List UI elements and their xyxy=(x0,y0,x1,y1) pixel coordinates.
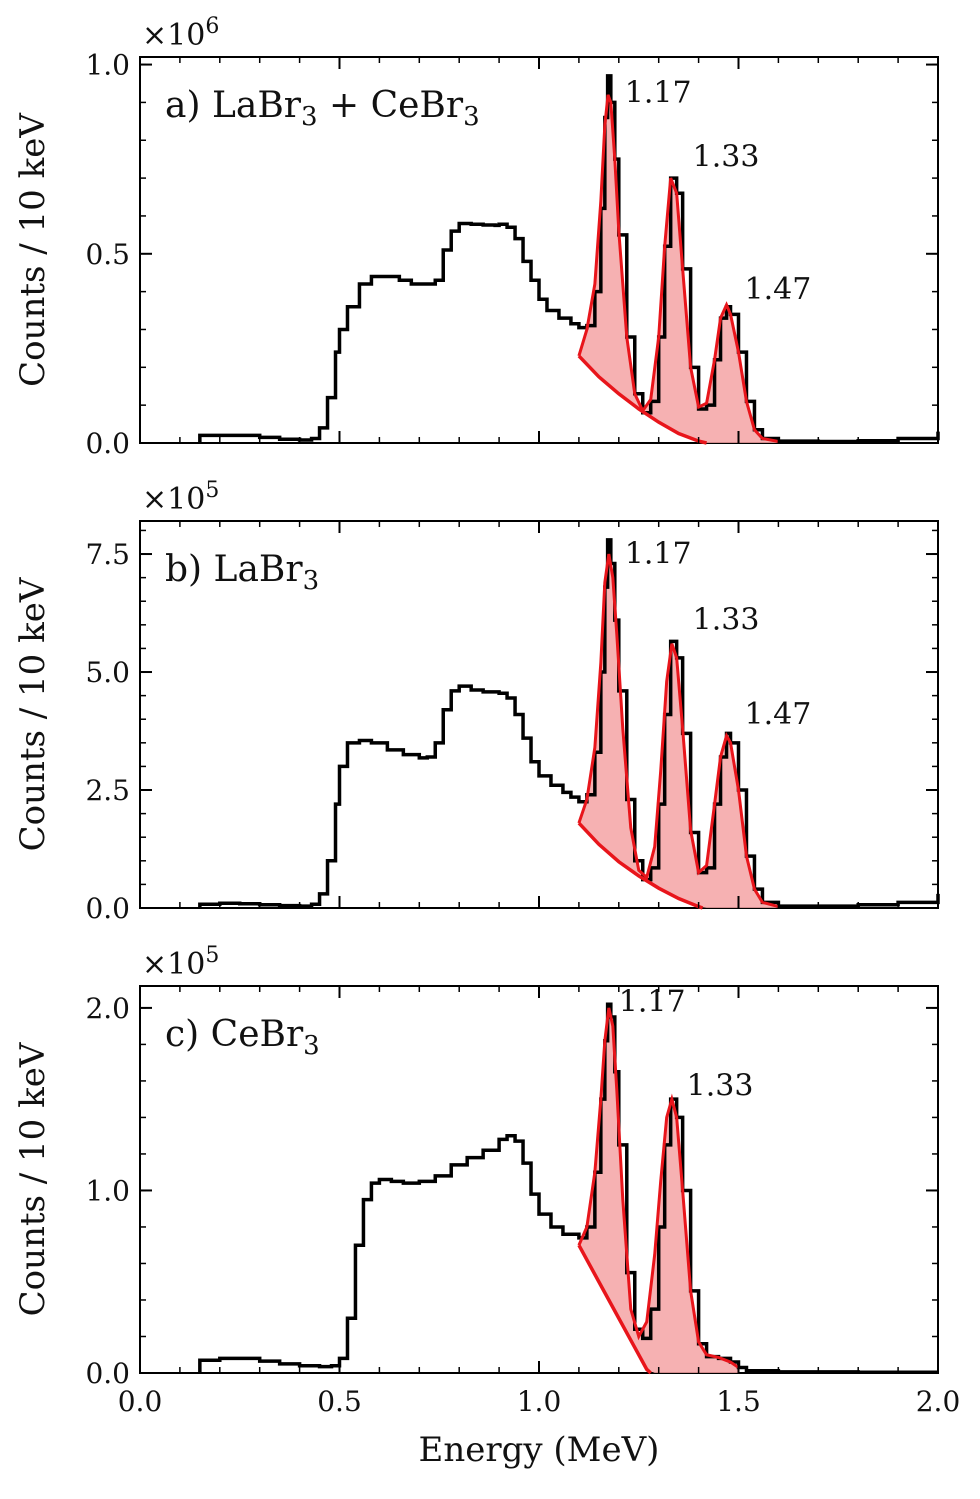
panel-a-ticks: 0.0 0.5 1.0 xyxy=(85,49,939,460)
panel-b-ytick-label: 7.5 xyxy=(85,538,130,571)
panel-b-plot-area: 1.171.33 1.47 xyxy=(198,536,940,910)
panel-b-label: b) LaBr3 xyxy=(165,549,319,596)
x-axis-title: Energy (MeV) xyxy=(419,1430,660,1470)
panel-a-ytick-label: 1.0 xyxy=(85,49,130,82)
panel-c-ticks: 0.0 1.0 2.0 0.0 0.5 1.0 1.5 2.0 xyxy=(85,986,960,1418)
panel-b-peak-label: 1.17 xyxy=(625,536,692,571)
x-tick-label: 0.0 xyxy=(118,1385,163,1418)
x-tick-label: 1.5 xyxy=(716,1385,761,1418)
panel-c-y-axis-title: Counts / 10 keV xyxy=(13,1041,53,1316)
panel-c-background-line xyxy=(577,1244,652,1375)
x-tick-label: 1.0 xyxy=(517,1385,562,1418)
panel-a-fit-line xyxy=(577,94,779,443)
panel-b: 1.171.331.47 0.02.55.07.5 b) LaBr3 ×105 … xyxy=(13,478,940,925)
panel-a-peak-label: 1.33 xyxy=(693,140,760,175)
panel-b-ytick-label: 5.0 xyxy=(85,656,130,689)
panel-a: 1.171.331.47 0.00.51.0 a) LaBr3 + CeBr3 … xyxy=(13,14,940,460)
panel-c-plot-area: 1.17 1.33 xyxy=(198,985,938,1375)
panel-c-spectrum-line xyxy=(198,1002,938,1375)
panel-a-ytick-label: 0.0 xyxy=(85,427,130,460)
panel-b-peak-label: 1.47 xyxy=(744,697,811,732)
panel-a-scale-label: ×106 xyxy=(142,14,219,53)
panel-b-ytick-label: 2.5 xyxy=(85,774,130,807)
panel-c-fit-area xyxy=(578,1007,739,1373)
panel-c-ytick-label: 0.0 xyxy=(85,1357,130,1390)
panel-c-fit-line xyxy=(577,1007,740,1369)
x-tick-label: 2.0 xyxy=(916,1385,961,1418)
panel-a-background-line xyxy=(577,354,707,445)
panel-b-peak-label: 1.33 xyxy=(693,603,760,638)
panel-b-y-axis-title: Counts / 10 keV xyxy=(13,576,53,851)
panel-b-ytick-label: 0.0 xyxy=(85,892,130,925)
panel-a-peak-label: 1.17 xyxy=(625,75,692,110)
panel-c-peak-label: 1.17 xyxy=(619,985,686,1020)
panel-a-label: a) LaBr3 + CeBr3 xyxy=(165,85,480,132)
panel-c-peak-label: 1.33 xyxy=(687,1069,754,1104)
panel-b-scale-label: ×105 xyxy=(142,478,219,517)
panel-a-plot-area: 1.171.33 1.47 xyxy=(198,74,940,445)
panel-c-ytick-label: 1.0 xyxy=(85,1174,130,1207)
panel-b-spectrum-line xyxy=(198,538,940,908)
x-tick-label: 0.5 xyxy=(317,1385,362,1418)
panel-b-fit-line xyxy=(577,553,779,909)
panel-c-ytick-label: 2.0 xyxy=(85,992,130,1025)
panel-a-ytick-label: 0.5 xyxy=(85,238,130,271)
panel-b-ticks: 0.0 2.5 5.0 7.5 xyxy=(85,521,939,925)
panel-b-background-line xyxy=(577,821,704,910)
panel-c: 1.17 1.33 0.0 1.0 2.0 0.0 0.5 1.0 1.5 2.0 c) CeB… xyxy=(13,943,960,1470)
panel-a-peak-label: 1.47 xyxy=(744,272,811,307)
panel-c-scale-label: ×105 xyxy=(142,943,219,982)
panel-c-label: c) CeBr3 xyxy=(165,1014,320,1061)
panel-a-y-axis-title: Counts / 10 keV xyxy=(13,112,53,387)
